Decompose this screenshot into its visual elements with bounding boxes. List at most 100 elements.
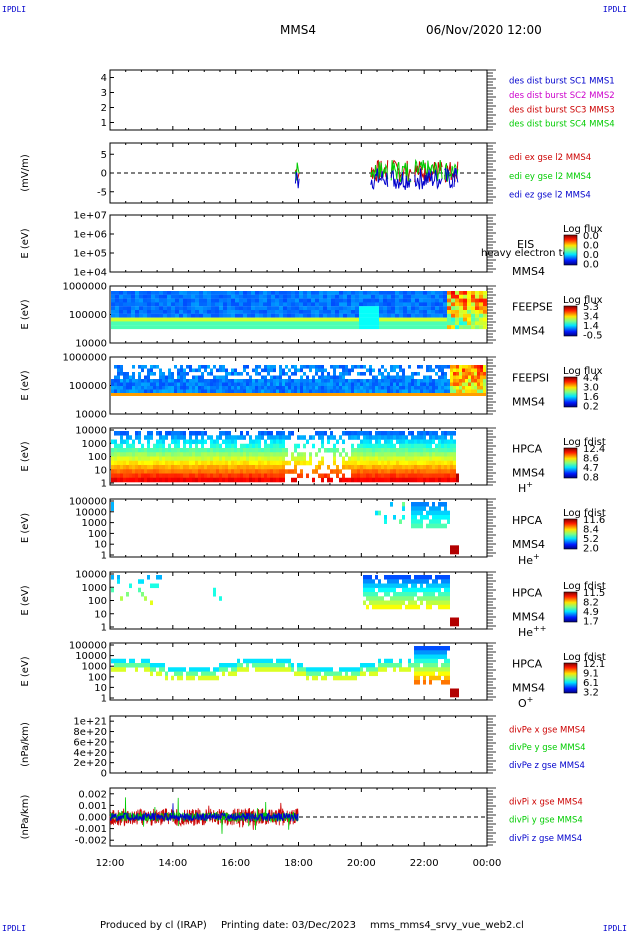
spectrogram-cell	[431, 313, 435, 318]
spectrogram-cell	[155, 294, 159, 299]
spectrogram-cell	[219, 306, 223, 311]
spectrogram-cell	[171, 291, 175, 295]
spectrogram-cell	[174, 379, 177, 383]
spectrogram-cell	[273, 365, 276, 369]
spectrogram-cell	[447, 431, 450, 436]
spectrogram-cell	[432, 667, 435, 672]
spectrogram-cell	[351, 460, 354, 466]
spectrogram-cell	[429, 675, 432, 681]
spectrogram-cell	[143, 310, 147, 314]
y-axis-label: (nPa/km)	[20, 795, 31, 840]
spectrogram-cell	[339, 393, 342, 396]
spectrogram-cell	[363, 321, 367, 326]
spectrogram-cell	[177, 372, 180, 376]
spectrogram-cell	[123, 313, 127, 318]
spectrogram-cell	[420, 465, 423, 470]
spectrogram-cell	[399, 294, 403, 299]
spectrogram-cell	[138, 663, 141, 668]
spectrogram-cell	[150, 431, 153, 436]
spectrogram-cell	[480, 386, 483, 390]
spectrogram-cell	[141, 456, 144, 462]
spectrogram-cell	[151, 294, 155, 299]
spectrogram-cell	[258, 365, 261, 369]
spectrogram-cell	[426, 579, 429, 584]
spectrogram-cell	[399, 465, 402, 470]
spectrogram-cell	[234, 386, 237, 390]
spectrogram-cell	[179, 306, 183, 311]
spectrogram-cell	[235, 313, 239, 318]
spectrogram-cell	[159, 313, 163, 318]
spectrogram-cell	[246, 379, 249, 383]
edi-trace	[370, 168, 389, 190]
spectrogram-cell	[147, 382, 150, 387]
spectrogram-cell	[271, 317, 275, 322]
spectrogram-cell	[462, 386, 465, 390]
instrument-label: HPCA	[512, 587, 543, 600]
spectrogram-cell	[165, 386, 168, 390]
spectrogram-cell	[444, 654, 447, 660]
spectrogram-cell	[264, 448, 267, 453]
spectrogram-cell	[330, 386, 333, 390]
spectrogram-cell	[303, 291, 307, 295]
spectrogram-cell	[381, 465, 384, 470]
spectrogram-cell	[419, 325, 423, 330]
spectrogram-cell	[132, 469, 135, 474]
spectrogram-cell	[267, 306, 271, 311]
spectrogram-cell	[111, 313, 115, 318]
spectrogram-cell	[150, 372, 153, 376]
spectrogram-cell	[351, 291, 355, 295]
spectrogram-cell	[390, 502, 393, 507]
spectrogram-cell	[247, 298, 251, 303]
spectrogram-cell	[276, 431, 279, 436]
spectrogram-cell	[237, 658, 240, 664]
spectrogram-cell	[219, 379, 222, 383]
spectrogram-cell	[429, 473, 432, 479]
spectrogram-cell	[259, 325, 263, 330]
spectrogram-cell	[117, 389, 120, 394]
spectrogram-cell	[311, 317, 315, 322]
spectrogram-cell	[156, 365, 159, 369]
spectrogram-cell	[111, 294, 115, 299]
spectrogram-cell	[444, 502, 447, 507]
spectrogram-cell	[312, 667, 315, 672]
spectrogram-cell	[246, 372, 249, 376]
y-tick-label: 1e+21	[73, 717, 107, 728]
spectrogram-cell	[300, 663, 303, 668]
spectrogram-cell	[483, 382, 486, 387]
spectrogram-cell	[247, 321, 251, 326]
spectrogram-cell	[143, 302, 147, 307]
spectrogram-cell	[351, 667, 354, 672]
spectrogram-cell	[371, 325, 375, 330]
spectrogram-cell	[267, 298, 271, 303]
spectrogram-cell	[336, 469, 339, 474]
spectrogram-cell	[219, 375, 222, 380]
spectrogram-cell	[114, 382, 117, 387]
spectrogram-cell	[447, 306, 451, 311]
spectrogram-cell	[330, 448, 333, 453]
spectrogram-cell	[249, 658, 252, 664]
spectrogram-cell	[186, 465, 189, 470]
spectrogram-cell	[183, 477, 186, 483]
spectrogram-cell	[189, 448, 192, 453]
spectrogram-cell	[267, 389, 270, 394]
spectrogram-cell	[192, 671, 195, 677]
spectrogram-cell	[435, 306, 439, 311]
spectrogram-cell	[351, 386, 354, 390]
spectrogram-cell	[414, 456, 417, 462]
spectrogram-cell	[225, 469, 228, 474]
spectrogram-cell	[423, 298, 427, 303]
spectrogram-cell	[435, 506, 438, 511]
spectrogram-cell	[355, 294, 359, 299]
spectrogram-cell	[243, 469, 246, 474]
spectrogram-cell	[231, 294, 235, 299]
spectrogram-cell	[167, 306, 171, 311]
spectrogram-cell	[129, 382, 132, 387]
spectrogram-cell	[423, 663, 426, 668]
spectrogram-cell	[387, 431, 390, 436]
spectrogram-cell	[297, 368, 300, 373]
spectrogram-cell	[456, 365, 459, 369]
spectrogram-cell	[477, 375, 480, 380]
spectrogram-cell	[479, 321, 483, 326]
spectrogram-cell	[189, 443, 192, 449]
spectrogram-cell	[384, 600, 387, 606]
